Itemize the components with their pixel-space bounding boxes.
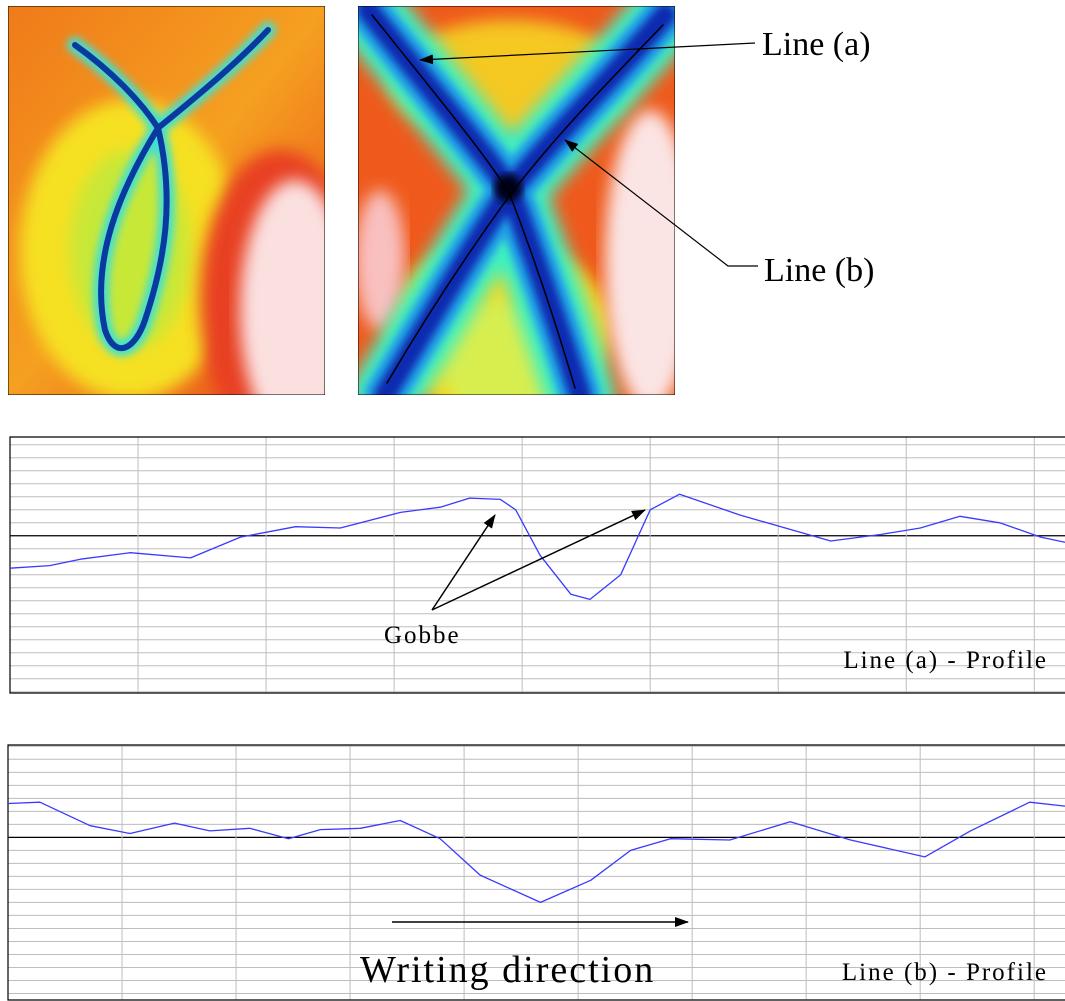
profile-label: Line (b) - Profile <box>842 959 1048 986</box>
annotation-writing: Writing direction <box>360 949 655 991</box>
label-line-a: Line (a) <box>762 26 871 63</box>
figure: Line (a) Line (b) Gobbe Line (a) - Profi… <box>0 0 1065 1001</box>
annotation-gobbe: Gobbe <box>384 622 461 649</box>
profile-line <box>8 802 1065 902</box>
annotation-arrows <box>392 510 688 922</box>
label-line-b: Line (b) <box>764 252 874 289</box>
profile-label: Line (a) - Profile <box>843 647 1048 674</box>
heatmap-right <box>355 6 695 420</box>
heatmap-left <box>8 6 360 450</box>
